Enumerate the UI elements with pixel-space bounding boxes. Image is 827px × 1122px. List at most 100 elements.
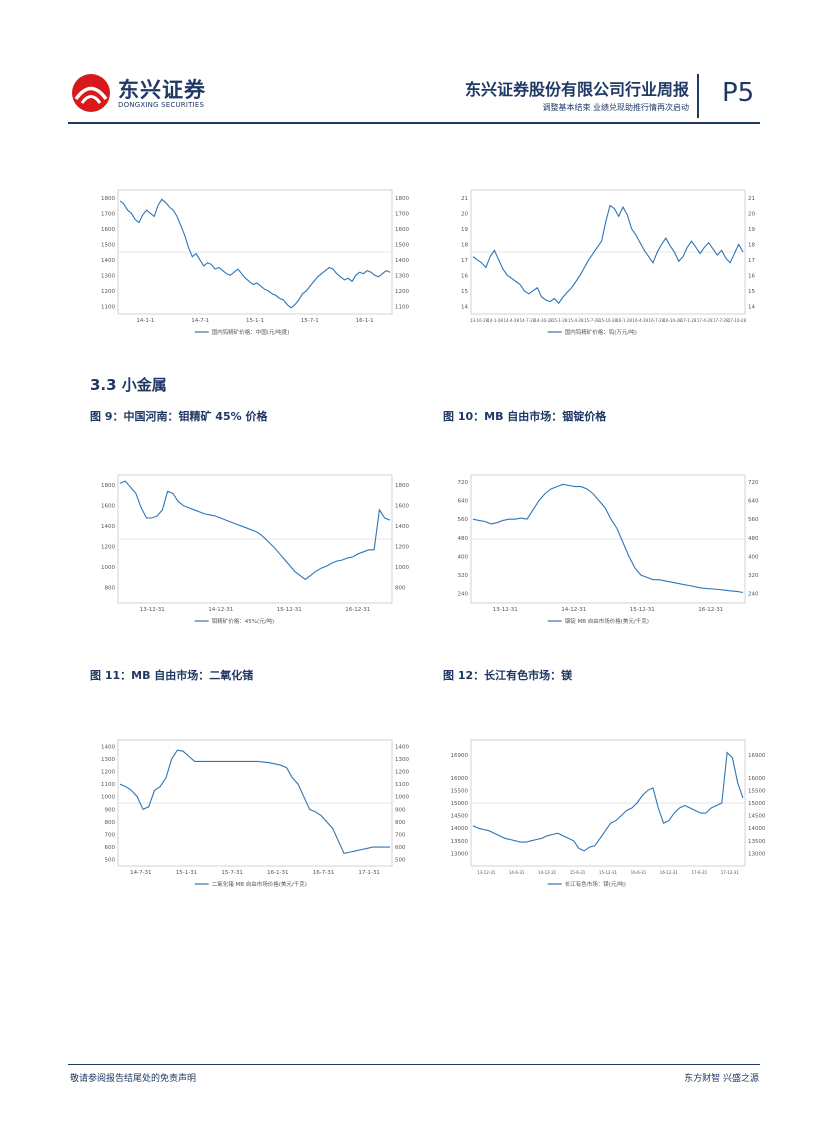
y-tick-label-left: 13000 (451, 851, 469, 857)
x-tick-label: 14-6-31 (509, 870, 525, 875)
y-tick-label-left: 500 (105, 858, 116, 864)
series-line (119, 480, 391, 581)
chart-magnesium-price: 16900 16900 16000 16000 15500 15500 15000 15000… (451, 739, 766, 888)
y-tick-label-right: 1100 (395, 304, 409, 310)
x-tick-label: 17-1-31 (358, 870, 379, 876)
company-name-en: DONGXING SECURITIES (118, 101, 205, 109)
x-tick-label: 15-1-1 (246, 318, 264, 324)
x-tick-label: 15-7-28 (584, 318, 600, 323)
x-tick-label: 15-12-31 (599, 870, 618, 875)
chart-tungsten-price: 21 21 20 20 19 19 18 18 17 17 16 16 15 15 14 14 13-10-28… (461, 189, 755, 336)
y-tick-label-right: 1300 (395, 273, 409, 279)
y-tick-label-right: 1600 (395, 227, 409, 233)
y-tick-label-right: 480 (748, 536, 759, 542)
y-tick-label-left: 15 (461, 289, 468, 295)
x-tick-label: 14-7-1 (191, 318, 209, 324)
figure-12-title: 图 12：长江有色市场：镁 (443, 669, 573, 682)
x-tick-label: 15-7-1 (301, 318, 319, 324)
y-tick-label-right: 13000 (748, 851, 766, 857)
y-tick-label-right: 1800 (395, 483, 409, 489)
y-tick-label-right: 1200 (395, 289, 409, 295)
x-tick-label: 17-4-28 (697, 318, 713, 323)
legend-label: 国内钨精矿价格：中国(元/吨度) (212, 328, 290, 336)
y-tick-label-right: 19 (748, 227, 755, 233)
y-tick-label-left: 16000 (451, 776, 469, 782)
y-tick-label-right: 18 (748, 242, 755, 248)
y-tick-label-left: 1000 (101, 795, 115, 801)
y-tick-label-left: 1600 (101, 504, 115, 510)
y-tick-label-right: 400 (748, 554, 759, 560)
x-tick-label: 17-10-28 (728, 318, 747, 323)
y-tick-label-right: 320 (748, 573, 759, 579)
company-logo-icon (72, 74, 110, 112)
x-tick-label: 15-12-31 (277, 607, 302, 613)
y-tick-label-right: 16000 (748, 776, 766, 782)
y-tick-label-left: 16 (461, 273, 468, 279)
y-tick-label-left: 1600 (101, 227, 115, 233)
legend-label: 钼精矿价格：45%(元/吨) (212, 617, 274, 625)
y-tick-label-right: 1000 (395, 795, 409, 801)
x-tick-label: 16-1-28 (616, 318, 632, 323)
header-rule (68, 122, 760, 124)
y-tick-label-right: 1500 (395, 242, 409, 248)
y-tick-label-right: 15500 (748, 788, 766, 794)
y-tick-label-left: 1200 (101, 545, 115, 551)
x-tick-label: 15-6-31 (570, 870, 586, 875)
x-tick-label: 14-12-31 (538, 870, 557, 875)
y-tick-label-left: 1400 (101, 744, 115, 750)
y-tick-label-right: 1400 (395, 258, 409, 264)
y-tick-label-left: 18 (461, 242, 468, 248)
y-tick-label-left: 1300 (101, 273, 115, 279)
y-tick-label-left: 480 (458, 536, 469, 542)
chart-molybdenum-price: 1800 1800 1600 1600 1400 1400 1200 1200 1000 1000… (101, 474, 409, 625)
y-tick-label-left: 1100 (101, 782, 115, 788)
y-tick-label-right: 17 (748, 258, 755, 264)
y-tick-label-right: 560 (748, 517, 759, 523)
x-tick-label: 13-10-28 (470, 318, 489, 323)
x-tick-label: 15-1-28 (552, 318, 568, 323)
y-tick-label-left: 14000 (451, 826, 469, 832)
x-tick-label: 13-12-31 (493, 607, 518, 613)
x-tick-label: 16-10-28 (663, 318, 682, 323)
x-tick-label: 14-12-31 (208, 607, 233, 613)
chart-germanium-dioxide-price: 1400 1400 1300 1300 1200 1200 1100 1100 1000 1000… (101, 739, 409, 888)
y-tick-label-right: 1700 (395, 211, 409, 217)
y-tick-label-left: 21 (461, 196, 468, 202)
x-tick-label: 15-4-28 (568, 318, 584, 323)
x-tick-label: 14-7-31 (130, 870, 151, 876)
y-tick-label-right: 13500 (748, 839, 766, 845)
y-tick-label-right: 800 (395, 820, 406, 826)
figure-9-title: 图 9：中国河南：钼精矿 45% 价格 (90, 410, 268, 423)
footer-rule (68, 1064, 760, 1065)
y-tick-label-left: 700 (105, 833, 116, 839)
y-tick-label-right: 640 (748, 499, 759, 505)
y-tick-label-left: 1800 (101, 483, 115, 489)
y-tick-label-left: 1800 (101, 196, 115, 202)
y-tick-label-left: 15000 (451, 801, 469, 807)
x-tick-label: 14-4-28 (503, 318, 519, 323)
y-tick-label-left: 900 (105, 807, 116, 813)
chart-tungsten-concentrate: 1800 1800 1700 1700 1600 1600 1500 1500 1400 1400… (101, 189, 409, 336)
y-tick-label-left: 14500 (451, 814, 469, 820)
header-divider (697, 74, 699, 118)
y-tick-label-right: 21 (748, 196, 755, 202)
series-line (119, 749, 390, 855)
y-tick-label-right: 1100 (395, 782, 409, 788)
chart-indium-price: 720 720 640 640 560 560 480 480 400 400 320 320 240 2… (458, 474, 759, 625)
y-tick-label-right: 1200 (395, 545, 409, 551)
legend-label: 长江有色市场：镁(元/吨) (565, 880, 626, 888)
x-tick-label: 16-12-31 (698, 607, 723, 613)
x-tick-label: 14-12-31 (561, 607, 586, 613)
y-tick-label-left: 1300 (101, 757, 115, 763)
y-tick-label-right: 1400 (395, 524, 409, 530)
x-tick-label: 17-12-31 (721, 870, 740, 875)
y-tick-label-left: 1500 (101, 242, 115, 248)
y-tick-label-left: 400 (458, 554, 469, 560)
x-tick-label: 16-7-28 (649, 318, 665, 323)
section-title: 3.3 小金属 (90, 376, 167, 394)
y-tick-label-left: 1700 (101, 211, 115, 217)
company-name-cn: 东兴证券 (118, 78, 206, 102)
legend-label: 铟锭 MB 自由市场价格(美元/千克) (565, 617, 649, 625)
x-tick-label: 14-7-28 (520, 318, 536, 323)
y-tick-label-right: 700 (395, 833, 406, 839)
